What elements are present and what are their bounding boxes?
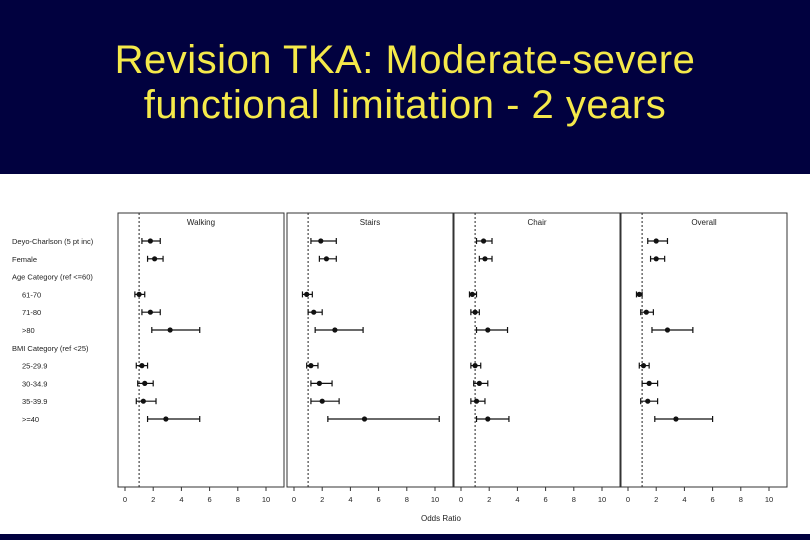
row-label: BMI Category (ref <25) (12, 344, 89, 353)
x-tick-label: 10 (431, 495, 439, 504)
slide-title-line-1: Revision TKA: Moderate-severe (114, 38, 696, 82)
x-tick-label: 2 (320, 495, 324, 504)
point-estimate (167, 327, 173, 333)
point-estimate (653, 238, 659, 244)
bottom-bar (0, 534, 810, 540)
row-label: 30-34.9 (22, 379, 47, 388)
point-estimate (485, 416, 491, 422)
point-estimate (469, 291, 475, 297)
x-tick-label: 4 (682, 495, 686, 504)
point-estimate (311, 309, 317, 315)
x-axis-label: Odds Ratio (421, 514, 462, 523)
x-tick-label: 6 (544, 495, 548, 504)
point-estimate (653, 256, 659, 262)
row-label: Female (12, 255, 37, 264)
x-tick-label: 8 (739, 495, 743, 504)
point-estimate (304, 291, 310, 297)
x-tick-label: 2 (487, 495, 491, 504)
panel-frame (620, 212, 788, 488)
row-label: 25-29.9 (22, 362, 47, 371)
panel-frame (286, 212, 454, 488)
point-estimate (480, 238, 487, 244)
row-label: >80 (22, 326, 35, 335)
point-estimate (323, 256, 330, 262)
x-tick-label: 6 (377, 495, 381, 504)
point-estimate (482, 256, 488, 262)
point-estimate (361, 416, 368, 422)
panel-title: Overall (691, 218, 717, 227)
row-label: >=40 (22, 415, 39, 424)
x-tick-label: 2 (151, 495, 155, 504)
point-estimate (318, 238, 324, 244)
x-tick-label: 8 (236, 495, 240, 504)
point-estimate (308, 363, 314, 369)
point-estimate (664, 327, 671, 333)
point-estimate (645, 398, 651, 404)
panel-frame (453, 212, 621, 488)
point-estimate (139, 363, 145, 369)
x-tick-label: 8 (572, 495, 576, 504)
point-estimate (473, 398, 480, 404)
forest-plot: Deyo-Charlson (5 pt inc) Female Age Catego… (12, 212, 788, 523)
point-estimate (147, 309, 153, 315)
point-estimate (476, 380, 482, 386)
slide-title-line-2: functional limitation - 2 years (143, 83, 667, 127)
x-tick-label: 10 (262, 495, 270, 504)
x-tick-label: 6 (711, 495, 715, 504)
point-estimate (472, 309, 478, 315)
panel-title: Walking (187, 218, 215, 227)
point-estimate (646, 380, 652, 386)
point-estimate (316, 380, 322, 386)
point-estimate (142, 380, 148, 386)
point-estimate (636, 291, 642, 297)
point-estimate (332, 327, 338, 333)
x-tick-label: 10 (598, 495, 606, 504)
row-label: 61-70 (22, 290, 41, 299)
point-estimate (643, 309, 649, 315)
panel-title: Chair (527, 218, 546, 227)
x-tick-label: 10 (765, 495, 773, 504)
row-label: 71-80 (22, 308, 41, 317)
point-estimate (640, 363, 647, 369)
row-label: Deyo-Charlson (5 pt inc) (12, 237, 94, 246)
x-tick-label: 6 (208, 495, 212, 504)
point-estimate (319, 398, 325, 404)
x-tick-label: 0 (123, 495, 127, 504)
point-estimate (140, 398, 146, 404)
x-tick-label: 0 (459, 495, 463, 504)
point-estimate (136, 291, 142, 297)
x-tick-label: 0 (626, 495, 630, 504)
x-tick-label: 0 (292, 495, 296, 504)
x-tick-label: 8 (405, 495, 409, 504)
x-tick-label: 4 (515, 495, 519, 504)
point-estimate (673, 416, 679, 422)
point-estimate (472, 363, 478, 369)
point-estimate (163, 416, 169, 422)
panel-frame (117, 212, 285, 488)
title-band: Revision TKA: Moderate-severe functional… (0, 0, 810, 174)
x-tick-label: 4 (179, 495, 183, 504)
point-estimate (147, 238, 153, 244)
x-tick-label: 2 (654, 495, 658, 504)
point-estimate (485, 327, 491, 333)
point-estimate (152, 256, 158, 262)
row-label: Age Category (ref <=60) (12, 273, 93, 282)
panel-title: Stairs (360, 218, 380, 227)
row-label: 35-39.9 (22, 397, 47, 406)
x-tick-label: 4 (348, 495, 352, 504)
